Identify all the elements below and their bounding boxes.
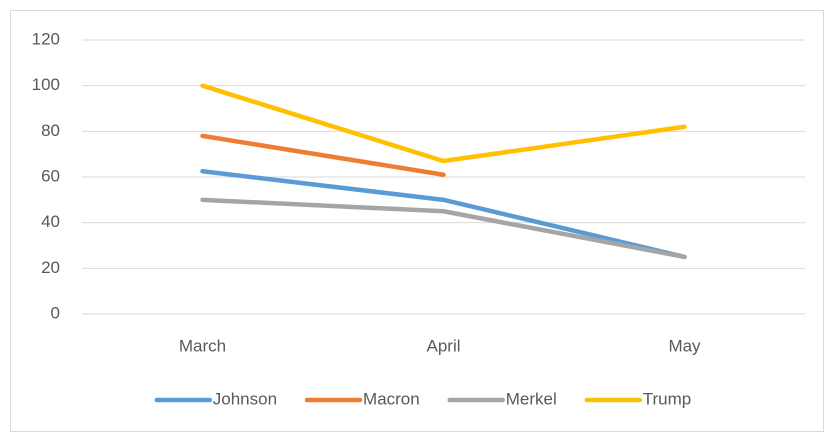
y-tick-label: 20 <box>41 258 60 277</box>
x-tick-label: March <box>179 336 226 355</box>
y-tick-label: 120 <box>32 29 60 48</box>
y-tick-label: 80 <box>41 121 60 140</box>
x-tick-label: May <box>668 336 701 355</box>
y-tick-label: 40 <box>41 212 60 231</box>
series-line <box>200 169 687 260</box>
series-line <box>200 197 687 260</box>
legend-label: Merkel <box>506 389 557 408</box>
chart-border <box>10 10 824 432</box>
x-tick-label: April <box>426 336 460 355</box>
y-tick-label: 100 <box>32 75 60 94</box>
legend-label: Trump <box>643 389 692 408</box>
y-tick-label: 60 <box>41 166 60 185</box>
y-tick-label: 0 <box>51 303 60 322</box>
legend-label: Johnson <box>213 389 277 408</box>
series-line <box>200 83 687 164</box>
series-line <box>200 133 446 177</box>
legend-label: Macron <box>363 389 420 408</box>
